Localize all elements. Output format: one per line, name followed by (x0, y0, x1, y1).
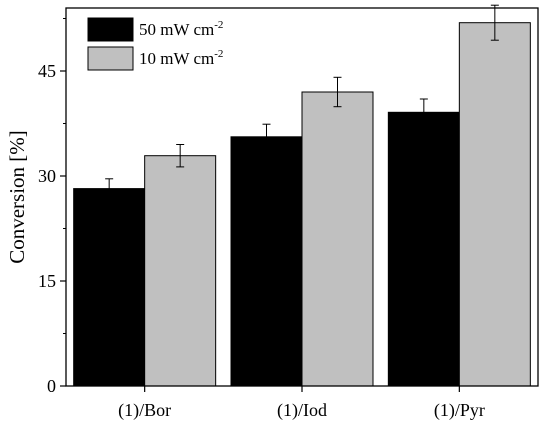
y-axis: 0 15 30 45 (38, 18, 66, 396)
error-bars-layer (105, 4, 499, 199)
x-tick-label: (1)/Bor (118, 400, 171, 421)
legend-label-superscript: -2 (214, 48, 223, 60)
legend-label-main: 10 mW cm (139, 49, 214, 68)
bars-layer (73, 22, 531, 387)
bar-series1-3 (387, 111, 460, 387)
y-tick-label: 45 (38, 61, 56, 81)
y-axis-title: Conversion [%] (5, 130, 29, 264)
x-axis: (1)/Bor (1)/Iod (1)/Pyr (118, 386, 485, 421)
legend-swatch (87, 17, 134, 42)
legend-swatch (87, 46, 134, 71)
bar-series1-1 (73, 188, 146, 387)
x-tick-label: (1)/Iod (277, 400, 327, 421)
legend-label: 10 mW cm-2 (139, 48, 223, 68)
bar-series2-3 (458, 22, 531, 387)
legend: 50 mW cm-210 mW cm-2 (87, 17, 223, 71)
y-tick-label: 0 (47, 376, 56, 396)
y-tick-label: 15 (38, 271, 56, 291)
bar-series2-1 (144, 155, 217, 387)
bar-series1-2 (230, 136, 303, 387)
x-tick-label: (1)/Pyr (434, 400, 485, 421)
legend-label: 50 mW cm-2 (139, 19, 223, 39)
legend-label-superscript: -2 (214, 19, 223, 31)
bar-series2-2 (301, 91, 374, 387)
y-tick-label: 30 (38, 166, 56, 186)
legend-label-main: 50 mW cm (139, 20, 214, 39)
